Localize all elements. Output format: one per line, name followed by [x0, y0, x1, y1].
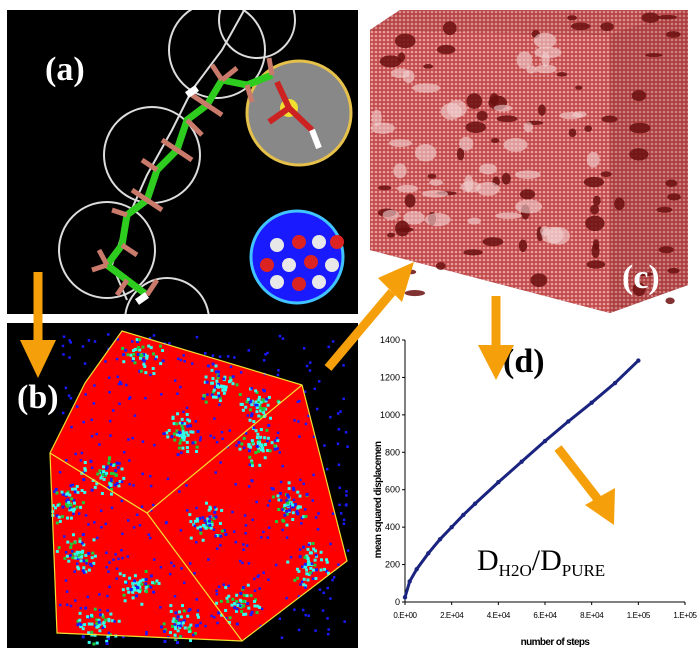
panel-c-simulation-box: (c) [370, 10, 688, 313]
cube-edges [49, 330, 348, 642]
panel-label-d: (d) [503, 343, 545, 380]
y-tick-label: 1400 [380, 335, 400, 345]
y-tick-label: 400 [385, 522, 400, 532]
x-tick-label: 6.E+04 [533, 611, 557, 620]
box-side-face [610, 10, 688, 313]
diffusion-ratio: DH2O/DPURE [477, 544, 605, 580]
bead-circle [124, 277, 210, 314]
y-tick-label: 1200 [380, 372, 400, 382]
molecule-drawing: (a) [7, 10, 358, 314]
msd-chart: 0 200 400 600 800 1000 1200 1400 0.E+00 2.E+04 4.… [373, 335, 697, 648]
panel-label-a: (a) [45, 51, 85, 88]
y-tick-label: 600 [385, 485, 400, 495]
y-axis-label: mean squared displacemen [373, 441, 384, 558]
x-tick-label: 0.E+00 [393, 611, 417, 620]
water-molecules [260, 235, 344, 291]
bead-circle [58, 201, 156, 299]
bead-circle [218, 10, 296, 59]
x-tick-label: 1.E+05 [627, 611, 651, 620]
x-tick-label: 1.E+05 [673, 611, 697, 620]
panel-b-phase-cube: (b) [7, 323, 358, 648]
y-tick-label: 1000 [380, 410, 400, 420]
x-tick-label: 4.E+04 [487, 611, 511, 620]
x-ticks: 0.E+00 2.E+04 4.E+04 6.E+04 8.E+04 1.E+05 1.E+… [393, 602, 697, 620]
data-series [402, 358, 641, 600]
head-group-bead [245, 59, 353, 167]
x-tick-label: 8.E+04 [580, 611, 604, 620]
panel-label-c: (c) [622, 259, 660, 296]
panel-label-b: (b) [17, 379, 59, 416]
phase-cube-drawing: (b) [7, 323, 358, 648]
panel-d-msd-chart: 0 200 400 600 800 1000 1200 1400 0.E+00 2.E+04 4.… [365, 325, 697, 648]
simulation-box-drawing: (c) [370, 10, 688, 313]
x-axis-label: number of steps [521, 637, 591, 648]
cube-speckle [51, 333, 350, 646]
y-tick-label: 0 [395, 597, 400, 607]
data-curve [403, 359, 640, 598]
bead-circle [168, 10, 266, 99]
x-tick-label: 2.E+04 [440, 611, 464, 620]
panel-a-molecule: (a) [7, 10, 358, 314]
y-tick-label: 800 [385, 447, 400, 457]
y-tick-label: 200 [385, 560, 400, 570]
